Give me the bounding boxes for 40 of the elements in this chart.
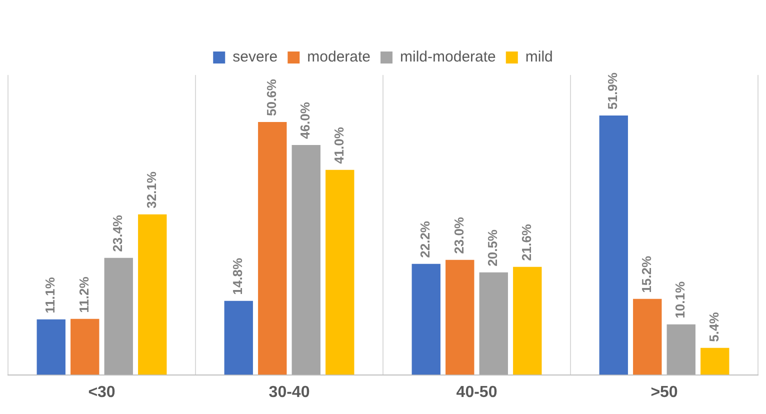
- bar: [224, 300, 253, 375]
- legend-label: mild: [525, 48, 553, 66]
- data-label: 15.2%: [638, 256, 654, 293]
- data-label: 11.2%: [76, 276, 92, 313]
- legend-label: severe: [232, 48, 278, 66]
- bar: [479, 272, 508, 375]
- bar: [513, 266, 542, 375]
- bar: [666, 324, 696, 375]
- bar: [700, 348, 730, 375]
- x-tick-label: 40-50: [456, 384, 498, 401]
- data-label: 5.4%: [706, 312, 722, 342]
- bar: [446, 260, 474, 375]
- data-label: 32.1%: [144, 171, 159, 208]
- bar: [412, 264, 440, 375]
- bar: [326, 170, 354, 375]
- legend-label: moderate: [307, 48, 371, 66]
- data-label: 11.1%: [42, 276, 58, 314]
- bar: [70, 318, 100, 375]
- bar: [138, 214, 167, 375]
- x-tick-label: <30: [88, 384, 116, 401]
- data-label: 20.5%: [485, 229, 500, 266]
- data-label: 41.0%: [331, 126, 346, 164]
- bar: [36, 319, 66, 375]
- data-label: 14.8%: [230, 258, 246, 295]
- data-label: 46.0%: [298, 102, 313, 139]
- data-label: 22.2%: [418, 220, 433, 258]
- legend-label: mild-moderate: [400, 48, 496, 66]
- bar: [599, 115, 628, 375]
- data-label: 10.1%: [672, 281, 688, 318]
- data-label: 21.6%: [518, 224, 534, 261]
- data-label: 51.9%: [605, 72, 620, 110]
- data-label: 23.0%: [451, 216, 466, 254]
- x-tick-label: 30-40: [268, 384, 310, 401]
- bar: [104, 258, 133, 375]
- bar: [258, 122, 287, 375]
- bar: [292, 144, 320, 375]
- data-label: 23.4%: [110, 214, 126, 252]
- bar: [633, 298, 662, 375]
- x-tick-label: >50: [650, 384, 678, 401]
- data-label: 50.6%: [264, 78, 279, 116]
